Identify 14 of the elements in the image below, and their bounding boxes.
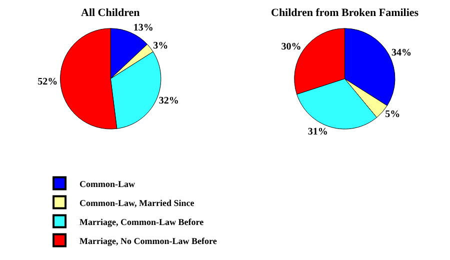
legend-label: Marriage, Common-Law Before <box>80 216 204 227</box>
data-label: 34% <box>392 48 412 59</box>
data-label: 3% <box>153 40 168 52</box>
data-label: 13% <box>133 22 154 34</box>
chart-title: All Children <box>81 7 140 19</box>
data-label: 30% <box>281 42 302 53</box>
chart-title: Children from Broken Families <box>271 7 420 19</box>
legend-label: Marriage, No Common-Law Before <box>80 236 217 246</box>
data-label: 31% <box>308 126 328 138</box>
data-label: 32% <box>158 96 179 107</box>
data-label: 5% <box>385 108 400 120</box>
legend-label: Common-Law <box>80 178 136 189</box>
legend-label: Common-Law, Married Since <box>80 198 194 208</box>
data-label: 52% <box>38 76 58 88</box>
